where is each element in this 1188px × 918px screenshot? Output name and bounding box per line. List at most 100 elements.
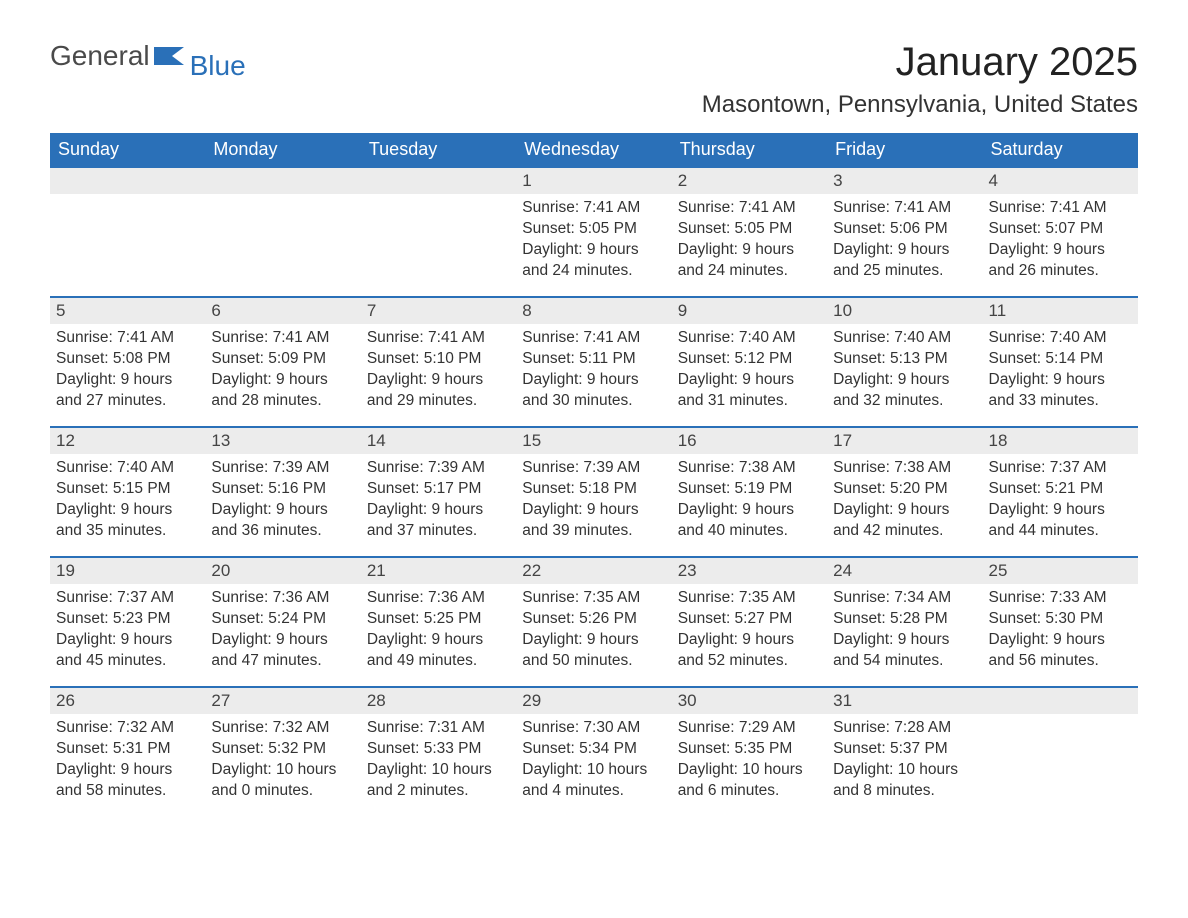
day-number: 23 — [672, 556, 827, 584]
day-cell: 25Sunrise: 7:33 AMSunset: 5:30 PMDayligh… — [983, 556, 1138, 686]
daylight-line: Daylight: 9 hours and 29 minutes. — [367, 370, 510, 412]
day-cell: 16Sunrise: 7:38 AMSunset: 5:19 PMDayligh… — [672, 426, 827, 556]
empty-cell — [983, 686, 1138, 816]
sunset-line: Sunset: 5:05 PM — [678, 219, 821, 240]
logo-text-general: General — [50, 40, 150, 72]
day-details: Sunrise: 7:38 AMSunset: 5:19 PMDaylight:… — [672, 454, 827, 542]
day-details: Sunrise: 7:37 AMSunset: 5:21 PMDaylight:… — [983, 454, 1138, 542]
daylight-line: Daylight: 9 hours and 45 minutes. — [56, 630, 199, 672]
day-cell: 28Sunrise: 7:31 AMSunset: 5:33 PMDayligh… — [361, 686, 516, 816]
calendar-table: SundayMondayTuesdayWednesdayThursdayFrid… — [50, 133, 1138, 816]
empty-cell — [205, 166, 360, 296]
day-details: Sunrise: 7:40 AMSunset: 5:12 PMDaylight:… — [672, 324, 827, 412]
empty-cell — [361, 166, 516, 296]
sunrise-line: Sunrise: 7:32 AM — [211, 718, 354, 739]
sunset-line: Sunset: 5:25 PM — [367, 609, 510, 630]
day-cell: 7Sunrise: 7:41 AMSunset: 5:10 PMDaylight… — [361, 296, 516, 426]
daylight-line: Daylight: 9 hours and 33 minutes. — [989, 370, 1132, 412]
day-cell: 18Sunrise: 7:37 AMSunset: 5:21 PMDayligh… — [983, 426, 1138, 556]
day-cell: 31Sunrise: 7:28 AMSunset: 5:37 PMDayligh… — [827, 686, 982, 816]
daylight-line: Daylight: 10 hours and 0 minutes. — [211, 760, 354, 802]
daylight-line: Daylight: 10 hours and 6 minutes. — [678, 760, 821, 802]
daylight-line: Daylight: 9 hours and 27 minutes. — [56, 370, 199, 412]
day-number: 3 — [827, 166, 982, 194]
day-number: 29 — [516, 686, 671, 714]
sunset-line: Sunset: 5:10 PM — [367, 349, 510, 370]
daylight-line: Daylight: 9 hours and 30 minutes. — [522, 370, 665, 412]
day-details: Sunrise: 7:36 AMSunset: 5:24 PMDaylight:… — [205, 584, 360, 672]
day-number: 21 — [361, 556, 516, 584]
daylight-line: Daylight: 9 hours and 49 minutes. — [367, 630, 510, 672]
day-cell: 15Sunrise: 7:39 AMSunset: 5:18 PMDayligh… — [516, 426, 671, 556]
sunrise-line: Sunrise: 7:41 AM — [56, 328, 199, 349]
day-cell: 4Sunrise: 7:41 AMSunset: 5:07 PMDaylight… — [983, 166, 1138, 296]
sunrise-line: Sunrise: 7:30 AM — [522, 718, 665, 739]
day-details: Sunrise: 7:41 AMSunset: 5:10 PMDaylight:… — [361, 324, 516, 412]
sunset-line: Sunset: 5:30 PM — [989, 609, 1132, 630]
empty-cell — [50, 166, 205, 296]
calendar-body: 1Sunrise: 7:41 AMSunset: 5:05 PMDaylight… — [50, 166, 1138, 816]
day-details: Sunrise: 7:41 AMSunset: 5:11 PMDaylight:… — [516, 324, 671, 412]
day-number: 4 — [983, 166, 1138, 194]
page-title: January 2025 — [896, 40, 1138, 85]
calendar-row: 1Sunrise: 7:41 AMSunset: 5:05 PMDaylight… — [50, 166, 1138, 296]
day-number: 10 — [827, 296, 982, 324]
daylight-line: Daylight: 10 hours and 4 minutes. — [522, 760, 665, 802]
day-details: Sunrise: 7:32 AMSunset: 5:31 PMDaylight:… — [50, 714, 205, 802]
daylight-line: Daylight: 9 hours and 52 minutes. — [678, 630, 821, 672]
day-details: Sunrise: 7:34 AMSunset: 5:28 PMDaylight:… — [827, 584, 982, 672]
sunrise-line: Sunrise: 7:36 AM — [211, 588, 354, 609]
daylight-line: Daylight: 9 hours and 44 minutes. — [989, 500, 1132, 542]
day-details: Sunrise: 7:40 AMSunset: 5:15 PMDaylight:… — [50, 454, 205, 542]
day-cell: 22Sunrise: 7:35 AMSunset: 5:26 PMDayligh… — [516, 556, 671, 686]
sunrise-line: Sunrise: 7:35 AM — [522, 588, 665, 609]
sunrise-line: Sunrise: 7:40 AM — [678, 328, 821, 349]
day-cell: 11Sunrise: 7:40 AMSunset: 5:14 PMDayligh… — [983, 296, 1138, 426]
day-details: Sunrise: 7:31 AMSunset: 5:33 PMDaylight:… — [361, 714, 516, 802]
day-number: 16 — [672, 426, 827, 454]
sunset-line: Sunset: 5:19 PM — [678, 479, 821, 500]
sunrise-line: Sunrise: 7:29 AM — [678, 718, 821, 739]
sunset-line: Sunset: 5:34 PM — [522, 739, 665, 760]
day-details: Sunrise: 7:41 AMSunset: 5:05 PMDaylight:… — [672, 194, 827, 282]
day-number: 2 — [672, 166, 827, 194]
day-details: Sunrise: 7:29 AMSunset: 5:35 PMDaylight:… — [672, 714, 827, 802]
daylight-line: Daylight: 9 hours and 24 minutes. — [678, 240, 821, 282]
day-cell: 13Sunrise: 7:39 AMSunset: 5:16 PMDayligh… — [205, 426, 360, 556]
header: General Blue January 2025 — [50, 40, 1138, 85]
day-number: 24 — [827, 556, 982, 584]
sunset-line: Sunset: 5:37 PM — [833, 739, 976, 760]
day-number-empty — [361, 166, 516, 194]
daylight-line: Daylight: 9 hours and 58 minutes. — [56, 760, 199, 802]
day-number: 18 — [983, 426, 1138, 454]
day-details: Sunrise: 7:40 AMSunset: 5:14 PMDaylight:… — [983, 324, 1138, 412]
calendar-row: 19Sunrise: 7:37 AMSunset: 5:23 PMDayligh… — [50, 556, 1138, 686]
sunrise-line: Sunrise: 7:36 AM — [367, 588, 510, 609]
sunrise-line: Sunrise: 7:38 AM — [833, 458, 976, 479]
day-number: 28 — [361, 686, 516, 714]
calendar-row: 5Sunrise: 7:41 AMSunset: 5:08 PMDaylight… — [50, 296, 1138, 426]
sunset-line: Sunset: 5:18 PM — [522, 479, 665, 500]
weekday-header: Wednesday — [516, 133, 671, 166]
day-cell: 17Sunrise: 7:38 AMSunset: 5:20 PMDayligh… — [827, 426, 982, 556]
day-number: 30 — [672, 686, 827, 714]
daylight-line: Daylight: 9 hours and 42 minutes. — [833, 500, 976, 542]
sunrise-line: Sunrise: 7:34 AM — [833, 588, 976, 609]
day-details: Sunrise: 7:35 AMSunset: 5:27 PMDaylight:… — [672, 584, 827, 672]
day-number: 22 — [516, 556, 671, 584]
logo-text-blue: Blue — [190, 50, 246, 82]
sunset-line: Sunset: 5:14 PM — [989, 349, 1132, 370]
day-number: 15 — [516, 426, 671, 454]
day-number: 27 — [205, 686, 360, 714]
day-cell: 5Sunrise: 7:41 AMSunset: 5:08 PMDaylight… — [50, 296, 205, 426]
day-details: Sunrise: 7:41 AMSunset: 5:07 PMDaylight:… — [983, 194, 1138, 282]
day-number: 19 — [50, 556, 205, 584]
sunset-line: Sunset: 5:08 PM — [56, 349, 199, 370]
day-number: 26 — [50, 686, 205, 714]
sunrise-line: Sunrise: 7:39 AM — [522, 458, 665, 479]
day-cell: 20Sunrise: 7:36 AMSunset: 5:24 PMDayligh… — [205, 556, 360, 686]
sunset-line: Sunset: 5:09 PM — [211, 349, 354, 370]
sunset-line: Sunset: 5:27 PM — [678, 609, 821, 630]
day-details: Sunrise: 7:32 AMSunset: 5:32 PMDaylight:… — [205, 714, 360, 802]
day-details: Sunrise: 7:33 AMSunset: 5:30 PMDaylight:… — [983, 584, 1138, 672]
